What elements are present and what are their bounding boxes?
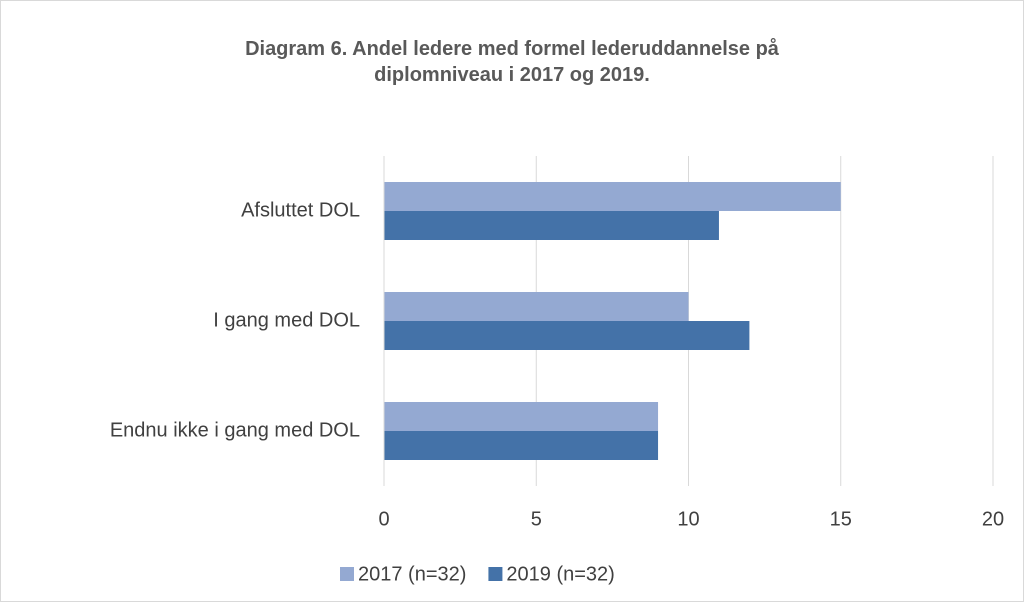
x-tick-label: 15	[830, 508, 852, 530]
x-tick-label: 0	[378, 508, 389, 530]
y-tick-label: I gang med DOL	[213, 309, 360, 331]
bar	[384, 321, 750, 350]
bar	[384, 182, 841, 211]
legend-swatch	[488, 567, 503, 581]
y-tick-label: Afsluttet DOL	[241, 199, 360, 221]
x-tick-label: 20	[982, 508, 1004, 530]
bar	[384, 402, 659, 431]
chart-title: Diagram 6. Andel ledere med formel leder…	[245, 38, 779, 86]
bar	[384, 292, 689, 321]
legend-label: 2019 (n=32)	[506, 563, 614, 585]
legend-swatch	[340, 567, 354, 581]
bar	[384, 211, 719, 240]
y-tick-label: Endnu ikke i gang med DOL	[110, 419, 360, 441]
bar	[384, 431, 659, 460]
legend-label: 2017 (n=32)	[358, 563, 466, 585]
x-tick-label: 5	[531, 508, 542, 530]
x-tick-label: 10	[677, 508, 699, 530]
